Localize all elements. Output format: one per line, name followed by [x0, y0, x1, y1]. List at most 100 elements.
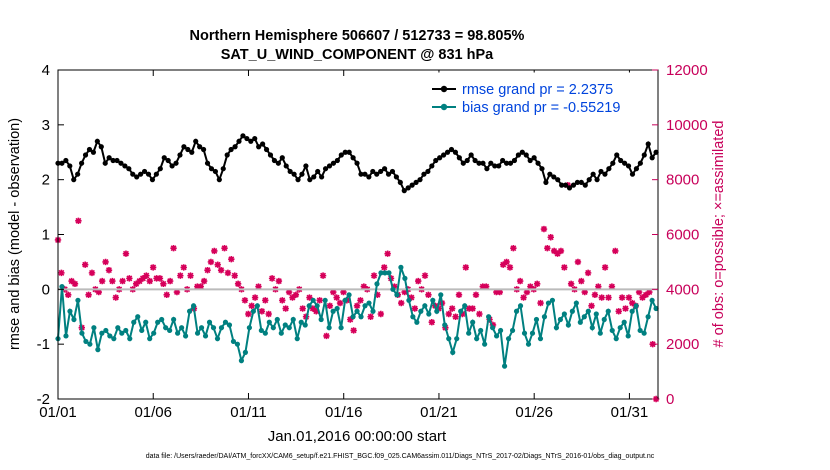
- bias-point: [482, 341, 488, 347]
- right-tick-label: 10000: [666, 117, 708, 134]
- bias-point: [398, 264, 404, 270]
- rmse-point: [500, 157, 506, 164]
- rmse-point: [381, 166, 388, 172]
- bias-point: [167, 327, 173, 334]
- obs-marker-core: [548, 235, 553, 240]
- rmse-point: [570, 182, 577, 188]
- obs-marker-core: [154, 276, 159, 281]
- rmse-point: [452, 149, 459, 155]
- obs-marker-core: [602, 265, 608, 270]
- bias-point: [147, 336, 153, 342]
- rmse-point: [531, 155, 537, 161]
- rmse-point: [118, 160, 124, 166]
- bias-point: [382, 270, 388, 276]
- bias-point: [258, 327, 264, 334]
- rmse-point: [378, 168, 384, 175]
- obs-marker-core: [96, 289, 101, 295]
- rmse-point: [197, 144, 203, 150]
- bias-point: [127, 336, 133, 342]
- legend-rmse-label: rmse grand pr = 2.2375: [462, 82, 613, 98]
- bias-point: [509, 327, 516, 334]
- bias-point: [370, 308, 376, 314]
- obs-marker-core: [72, 281, 78, 287]
- left-tick-label: 1: [42, 227, 50, 244]
- bias-point: [262, 330, 268, 336]
- obs-marker-core: [181, 265, 186, 270]
- obs-marker-core: [456, 292, 462, 298]
- rmse-point: [98, 144, 104, 150]
- bias-point: [374, 281, 380, 287]
- obs-marker-core: [497, 289, 502, 295]
- bias-point: [159, 316, 165, 323]
- rmse-point: [441, 152, 447, 158]
- obs-marker-core: [568, 281, 574, 287]
- bias-point: [418, 308, 424, 314]
- obs-marker-core: [354, 303, 360, 308]
- bias-point: [246, 325, 252, 331]
- obs-marker-core: [229, 256, 234, 262]
- rmse-point: [448, 146, 455, 153]
- rmse-point: [106, 155, 112, 161]
- bias-point: [115, 325, 121, 331]
- bias-point: [521, 330, 528, 336]
- bias-point: [577, 319, 583, 325]
- bias-point: [553, 325, 560, 331]
- obs-marker-core: [215, 262, 220, 267]
- x-tick-label: 01/16: [325, 404, 363, 421]
- rmse-point: [421, 171, 427, 177]
- rmse-point: [645, 141, 651, 147]
- rmse-point: [515, 152, 521, 158]
- rmse-point: [319, 174, 325, 180]
- legend-bias-marker: [440, 103, 448, 111]
- obs-marker-core: [266, 311, 271, 317]
- bias-point: [198, 325, 205, 331]
- rmse-point: [401, 188, 407, 194]
- rmse-point: [653, 149, 659, 155]
- bias-point: [458, 308, 464, 314]
- rmse-point: [295, 177, 301, 183]
- obs-marker-core: [263, 298, 268, 303]
- bias-point: [214, 336, 221, 342]
- rmse-point: [637, 160, 643, 166]
- obs-marker-core: [320, 273, 326, 278]
- obs-marker-core: [575, 259, 581, 265]
- chart-title-line2: SAT_U_WIND_COMPONENT @ 831 hPa: [221, 47, 494, 63]
- rmse-point: [488, 160, 494, 166]
- bias-point: [179, 325, 185, 331]
- rmse-point: [472, 157, 478, 164]
- rmse-point: [405, 185, 411, 191]
- rmse-point: [625, 163, 632, 169]
- bias-point: [354, 308, 360, 314]
- rmse-point: [492, 163, 498, 169]
- rmse-point: [555, 177, 561, 183]
- right-tick-label: 8000: [666, 172, 699, 189]
- obs-marker-core: [201, 278, 207, 284]
- bias-point: [143, 319, 149, 325]
- bias-point: [390, 286, 396, 292]
- obs-marker-core: [235, 281, 241, 287]
- obs-marker-core: [59, 270, 64, 276]
- bias-point: [210, 325, 217, 331]
- obs-marker-core: [161, 281, 166, 287]
- rmse-point: [476, 160, 482, 166]
- bias-point: [629, 308, 635, 314]
- bias-point: [226, 322, 233, 328]
- left-tick-label: 2: [42, 172, 50, 189]
- rmse-point: [71, 177, 77, 183]
- rmse-point: [267, 152, 274, 158]
- left-tick-label: 4: [42, 62, 50, 79]
- bias-point: [557, 316, 564, 323]
- bias-point: [478, 327, 484, 334]
- rmse-point: [200, 146, 207, 153]
- bias-point: [131, 319, 137, 325]
- rmse-point: [464, 157, 470, 164]
- bias-point: [67, 308, 73, 314]
- left-tick-label: -2: [37, 391, 50, 408]
- obs-marker-core: [382, 265, 387, 270]
- obs-marker-core: [212, 248, 217, 254]
- bias-point: [350, 314, 356, 320]
- rmse-point: [582, 182, 588, 188]
- obs-marker-core: [300, 306, 305, 311]
- bias-point: [242, 349, 249, 355]
- bias-point: [190, 303, 197, 309]
